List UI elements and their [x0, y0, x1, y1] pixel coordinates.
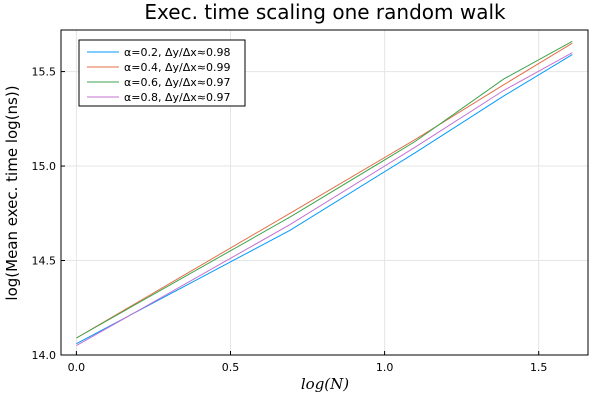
- series-line-4: [76, 52, 573, 347]
- legend-label: α=0.8, Δy/Δx≈0.97: [124, 91, 230, 104]
- plot-frame: [60, 29, 589, 356]
- x-tick-label: 1.5: [530, 361, 548, 374]
- x-axis-label: log(N): [301, 375, 349, 393]
- legend-box: [78, 39, 246, 107]
- legend-label: α=0.6, Δy/Δx≈0.97: [124, 76, 230, 89]
- y-tick-label: 14.5: [32, 255, 57, 268]
- chart-title: Exec. time scaling one random walk: [144, 0, 506, 24]
- series-line-2: [76, 42, 573, 339]
- x-tick-label: 0.5: [222, 361, 240, 374]
- series-lines: [76, 40, 573, 347]
- legend-label: α=0.4, Δy/Δx≈0.99: [124, 61, 230, 74]
- x-tick-label: 0.0: [68, 361, 86, 374]
- series-line-3: [76, 40, 573, 339]
- y-tick-label: 14.0: [32, 349, 57, 362]
- y-axis-label: log(Mean exec. time log(ns)): [3, 85, 21, 300]
- ticks: 0.0 0.5 1.0 1.5 14.0 14.5 15.0 15.5: [32, 66, 548, 374]
- series-line-1: [76, 54, 573, 345]
- x-tick-label: 1.0: [376, 361, 394, 374]
- y-tick-label: 15.0: [32, 160, 57, 173]
- y-tick-label: 15.5: [32, 66, 57, 79]
- legend: α=0.2, Δy/Δx≈0.98 α=0.4, Δy/Δx≈0.99 α=0.6,…: [78, 39, 246, 107]
- legend-label: α=0.2, Δy/Δx≈0.98: [124, 46, 230, 59]
